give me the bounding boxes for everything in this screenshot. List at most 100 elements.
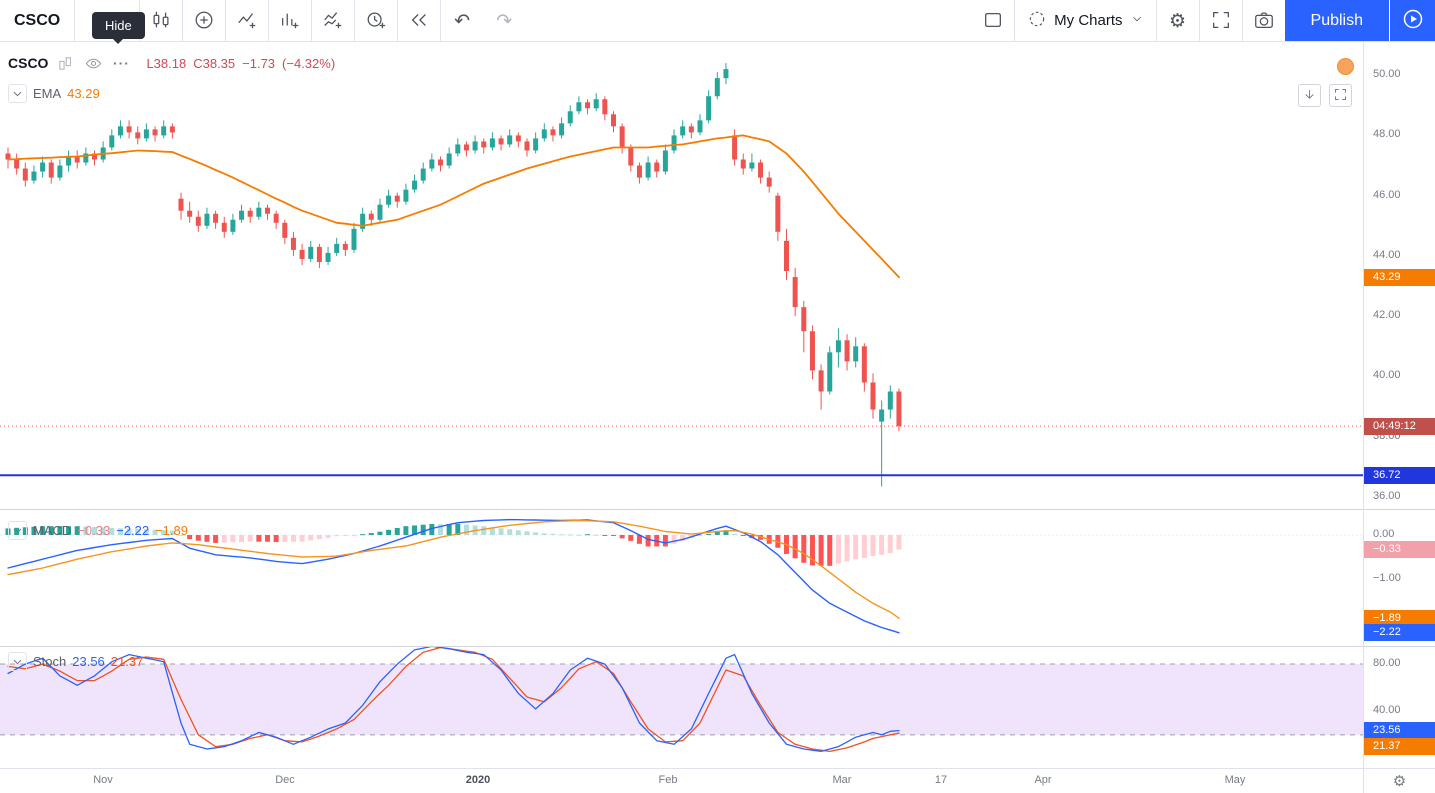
time-label: May <box>1224 774 1246 786</box>
replay-button[interactable] <box>398 0 440 42</box>
more-options-icon[interactable]: ··· <box>112 55 130 71</box>
macd-line-value: −2.22 <box>116 522 150 538</box>
time-label: Apr <box>1034 774 1052 786</box>
price-lines <box>0 425 1363 477</box>
axis-badge: 36.72 <box>1364 466 1435 484</box>
snapshot-button[interactable] <box>1243 0 1285 42</box>
axis-badge: −2.22 <box>1364 624 1435 642</box>
toolbar-separator <box>1198 0 1200 41</box>
publish-button[interactable]: Publish <box>1284 0 1389 41</box>
axis-tick: 40.00 <box>1373 704 1401 717</box>
macd-label[interactable]: MACD <box>33 522 72 538</box>
ema-line <box>7 134 900 279</box>
layout-button[interactable] <box>972 0 1014 42</box>
time-axis[interactable]: ⚙ Nov Dec 2020 Feb Mar 17 Apr May <box>0 768 1435 793</box>
axis-badge: 21.37 <box>1364 737 1435 755</box>
my-charts-label: My Charts <box>1054 12 1123 29</box>
axis-tick: 36.00 <box>1373 489 1401 502</box>
redo-button[interactable]: ↷ <box>483 0 525 42</box>
toolbar-separator <box>1241 0 1243 41</box>
axis-tick: 48.00 <box>1373 128 1401 141</box>
gear-icon: ⚙ <box>1168 10 1187 32</box>
axis-tick: 50.00 <box>1373 68 1401 81</box>
legend-style-icon[interactable] <box>54 54 76 72</box>
chart-style-button[interactable] <box>140 0 182 42</box>
chart-region: 50.00 48.00 46.00 44.00 42.00 40.00 38.00 36.00… <box>0 42 1435 768</box>
compare-button[interactable] <box>183 0 225 42</box>
axis-tick: 0.00 <box>1373 527 1395 540</box>
top-toolbar: CSCO D ↶ ↷ <box>0 0 1435 42</box>
axis-badge: 43.29 <box>1364 268 1435 286</box>
publish-menu-button[interactable] <box>1390 0 1435 41</box>
toolbar-separator <box>268 0 270 41</box>
toolbar-separator <box>225 0 227 41</box>
rewind-icon <box>408 9 430 34</box>
time-label: 17 <box>934 774 948 786</box>
ema-collapse-chevron[interactable] <box>8 83 27 103</box>
toolbar-separator <box>397 0 399 41</box>
price-axis[interactable]: 50.00 48.00 46.00 44.00 42.00 40.00 38.00 36.00… <box>1363 42 1435 768</box>
last-low: L38.18 <box>146 55 187 71</box>
axis-badge: −0.33 <box>1364 541 1435 559</box>
axis-tick: 46.00 <box>1373 188 1401 201</box>
last-close: C38.35 <box>193 55 236 71</box>
stoch-lines <box>7 645 900 753</box>
fullscreen-icon <box>1210 9 1232 34</box>
cloud-dashed-circle-icon <box>1027 9 1047 33</box>
tooltip-arrow <box>113 39 123 44</box>
candlestick-series <box>5 63 902 487</box>
axis-tick: 42.00 <box>1373 309 1401 322</box>
compare-overlay-button[interactable] <box>312 0 354 42</box>
my-charts-button[interactable]: My Charts <box>1015 0 1155 41</box>
plus-circle-icon <box>193 9 215 34</box>
time-axis-corner[interactable]: ⚙ <box>1363 769 1435 793</box>
indicators-button[interactable] <box>226 0 268 42</box>
macd-collapse-chevron[interactable] <box>8 520 27 540</box>
axis-gear-icon: ⚙ <box>1392 773 1407 790</box>
chart-canvas[interactable] <box>0 42 1363 768</box>
axis-badge: −1.89 <box>1364 609 1435 627</box>
time-label: Dec <box>275 774 295 786</box>
alert-button[interactable] <box>355 0 397 42</box>
eye-icon[interactable] <box>82 54 104 72</box>
scroll-to-realtime-button[interactable] <box>1298 84 1321 107</box>
change-abs: −1.73 <box>242 55 276 71</box>
axis-badge: 04:49:12 <box>1364 417 1435 435</box>
time-label: Feb <box>658 774 678 786</box>
line-plus-icon <box>236 9 258 34</box>
stoch-band <box>0 663 1363 736</box>
templates-button[interactable] <box>269 0 311 42</box>
toolbar-right-group: My Charts ⚙ Publish <box>972 0 1435 41</box>
avatar-dot[interactable] <box>1337 58 1354 75</box>
stoch-d-value: 21.37 <box>110 653 144 669</box>
bars-plus-icon <box>279 9 301 34</box>
pane-separator <box>1364 509 1435 510</box>
change-pct: (−4.32%) <box>282 55 336 71</box>
camera-icon <box>1253 9 1275 34</box>
maximize-pane-button[interactable] <box>1329 84 1352 107</box>
waves-plus-icon <box>322 9 344 34</box>
stoch-k-value: 23.56 <box>72 653 105 669</box>
axis-tick: −1.00 <box>1373 572 1401 585</box>
settings-button[interactable]: ⚙ <box>1157 0 1199 42</box>
stoch-legend: Stoch 23.56 21.37 <box>8 650 143 680</box>
chevron-down-icon <box>1130 12 1144 30</box>
candles-icon <box>150 9 172 34</box>
undo-button[interactable]: ↶ <box>441 0 483 42</box>
stoch-collapse-chevron[interactable] <box>8 651 27 671</box>
fullscreen-button[interactable] <box>1200 0 1242 42</box>
legend-symbol[interactable]: CSCO <box>8 55 49 71</box>
time-label: Mar <box>832 774 852 786</box>
symbol-button[interactable]: CSCO <box>0 0 74 42</box>
toolbar-separator <box>354 0 356 41</box>
pane-separator <box>1364 646 1435 647</box>
toolbar-separator <box>1014 0 1016 41</box>
time-label: 2020 <box>465 774 491 786</box>
axis-tick: 44.00 <box>1373 248 1401 261</box>
ohlc-values: L38.18 C38.35 −1.73 (−4.32%) <box>146 56 335 71</box>
axis-tick: 40.00 <box>1373 369 1401 382</box>
stoch-label[interactable]: Stoch <box>33 653 67 669</box>
ema-label[interactable]: EMA <box>33 85 62 101</box>
axis-badge: 23.56 <box>1364 722 1435 740</box>
